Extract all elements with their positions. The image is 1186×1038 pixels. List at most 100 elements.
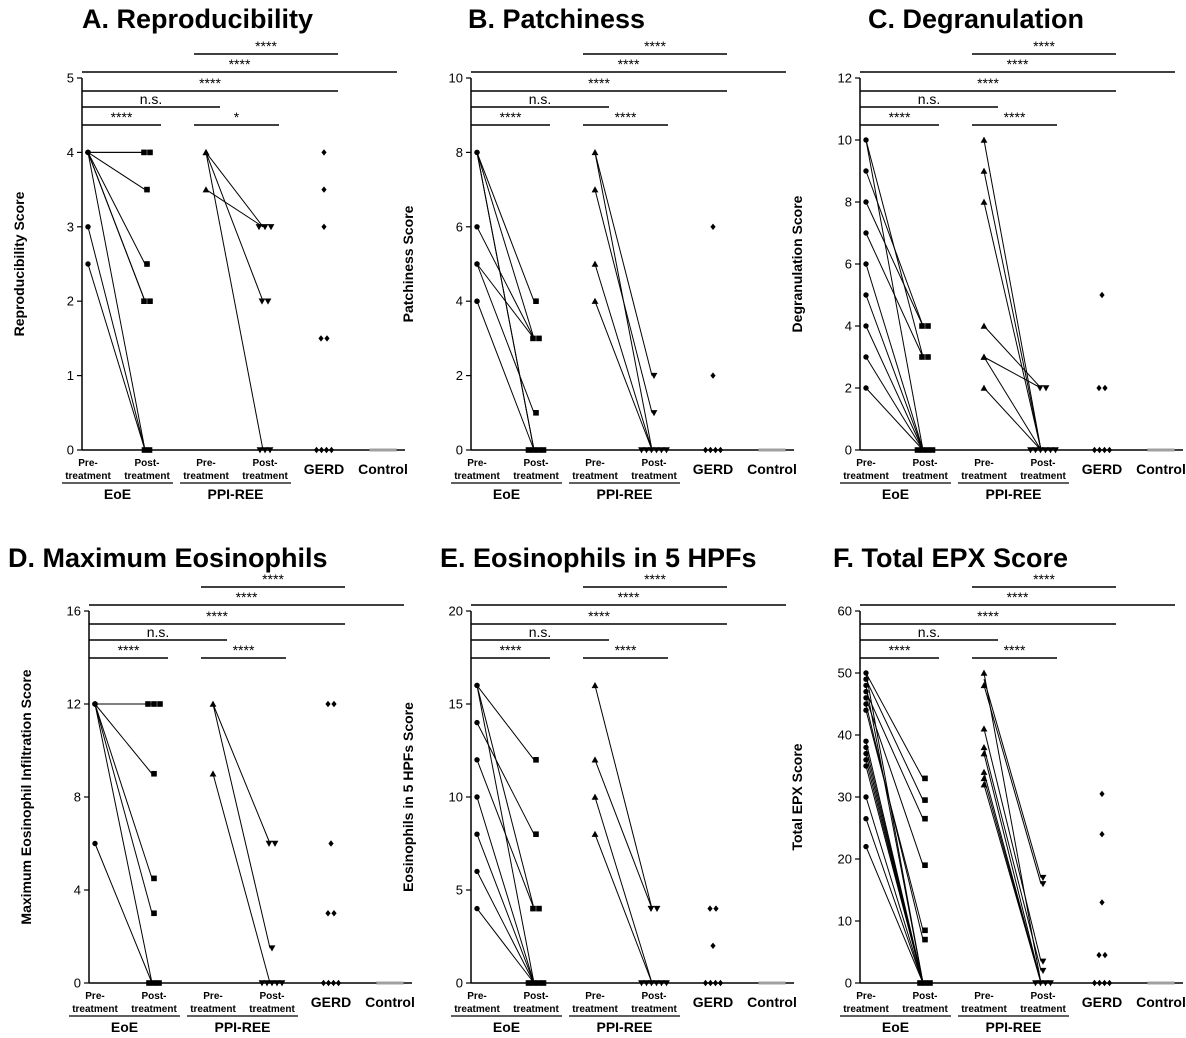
pair-line	[865, 672, 924, 779]
significance-label: ****	[236, 589, 258, 605]
y-tick-label: 20	[838, 852, 852, 867]
data-point	[265, 840, 273, 847]
y-tick-label: 12	[67, 697, 81, 712]
category-label: Post-	[913, 991, 938, 1002]
pair-line	[865, 294, 924, 451]
y-tick-label: 4	[456, 294, 463, 309]
pair-line	[983, 356, 1042, 389]
data-point	[863, 763, 869, 769]
data-point	[638, 980, 645, 987]
data-point	[702, 446, 709, 454]
pair-line	[983, 685, 1042, 884]
significance-label: ****	[1004, 109, 1026, 125]
data-point	[85, 149, 91, 156]
data-point	[1096, 979, 1103, 987]
data-point	[710, 942, 716, 949]
pair-line	[476, 152, 535, 339]
y-tick-label: 5	[456, 883, 463, 898]
significance-label: ****	[500, 109, 522, 125]
panel-title: E. Eosinophils in 5 HPFs	[440, 543, 757, 573]
data-point	[261, 224, 269, 231]
pair-line	[212, 703, 271, 844]
data-point	[980, 725, 988, 732]
data-point	[591, 149, 599, 156]
pair-line	[983, 325, 1042, 389]
category-label: treatment	[572, 1004, 618, 1015]
category-label: treatment	[961, 471, 1007, 482]
data-point	[267, 224, 275, 231]
category-label: treatment	[513, 1004, 559, 1015]
y-axis-label: Reproducibility Score	[11, 191, 27, 336]
data-point	[144, 186, 150, 193]
data-point	[1027, 447, 1034, 454]
significance-label: ****	[615, 109, 637, 125]
category-label: GERD	[693, 994, 733, 1010]
category-label: Control	[1136, 994, 1186, 1010]
y-axis-label: Degranulation Score	[789, 195, 805, 332]
data-point	[653, 905, 661, 912]
y-tick-label: 0	[67, 443, 74, 458]
pair-line	[205, 152, 264, 228]
pair-line	[983, 672, 1042, 984]
data-point	[658, 980, 665, 987]
data-point	[591, 756, 599, 763]
group-label: PPI-REE	[596, 1019, 652, 1035]
data-point	[863, 682, 869, 689]
category-label: treatment	[902, 471, 948, 482]
data-point	[209, 770, 217, 777]
data-point	[1101, 979, 1108, 987]
category-label: Post-	[913, 458, 938, 469]
data-point	[980, 682, 988, 689]
y-tick-label: 0	[456, 976, 463, 991]
category-label: Pre-	[203, 991, 222, 1002]
data-point	[980, 750, 988, 757]
category-label: Post-	[524, 991, 549, 1002]
y-tick-label: 60	[838, 604, 852, 619]
pair-line	[476, 685, 535, 761]
data-point	[643, 447, 650, 454]
group-label: PPI-REE	[214, 1019, 270, 1035]
category-label: treatment	[961, 1004, 1007, 1015]
pair-line	[594, 152, 653, 451]
pair-line	[87, 263, 146, 451]
panel-e: E. Eosinophils in 5 HPFs 0 5 10 15 20 Eosinoph…	[400, 543, 797, 1035]
y-axis-label: Total EPX Score	[789, 743, 805, 850]
data-point	[141, 298, 147, 304]
data-point	[146, 980, 152, 986]
category-label: Post-	[142, 991, 167, 1002]
pair-line	[87, 151, 146, 191]
pair-line	[94, 843, 153, 984]
significance-label: n.s.	[147, 624, 170, 640]
pair-line	[476, 152, 535, 302]
y-tick-label: 3	[67, 219, 74, 234]
data-point	[925, 323, 931, 329]
pair-line	[476, 685, 535, 909]
y-tick-label: 0	[456, 443, 463, 458]
data-point	[533, 298, 539, 304]
pair-line	[865, 263, 924, 451]
data-point	[1099, 291, 1105, 299]
data-point	[1037, 980, 1044, 987]
category-label: Pre-	[856, 458, 875, 469]
pair-line	[94, 703, 153, 775]
data-point	[1102, 384, 1108, 392]
group-label: EoE	[882, 1019, 909, 1035]
data-point	[144, 261, 150, 267]
data-point	[474, 149, 480, 156]
pair-line	[87, 226, 146, 451]
data-point	[927, 980, 933, 986]
group-label: EoE	[882, 486, 909, 502]
panel-c: C. Degranulation 0 2 4 6 8 10 12 Degranulation S…	[789, 4, 1186, 502]
data-point	[1096, 951, 1102, 959]
data-point	[141, 149, 147, 156]
y-tick-label: 40	[838, 728, 852, 743]
pair-line	[865, 672, 924, 984]
data-point	[1099, 899, 1105, 906]
y-tick-label: 10	[449, 71, 463, 86]
pair-line	[94, 703, 153, 914]
significance-label: ****	[588, 608, 610, 624]
pair-line	[476, 871, 535, 984]
data-point	[863, 794, 869, 800]
data-point	[156, 980, 162, 986]
data-point	[863, 750, 869, 757]
